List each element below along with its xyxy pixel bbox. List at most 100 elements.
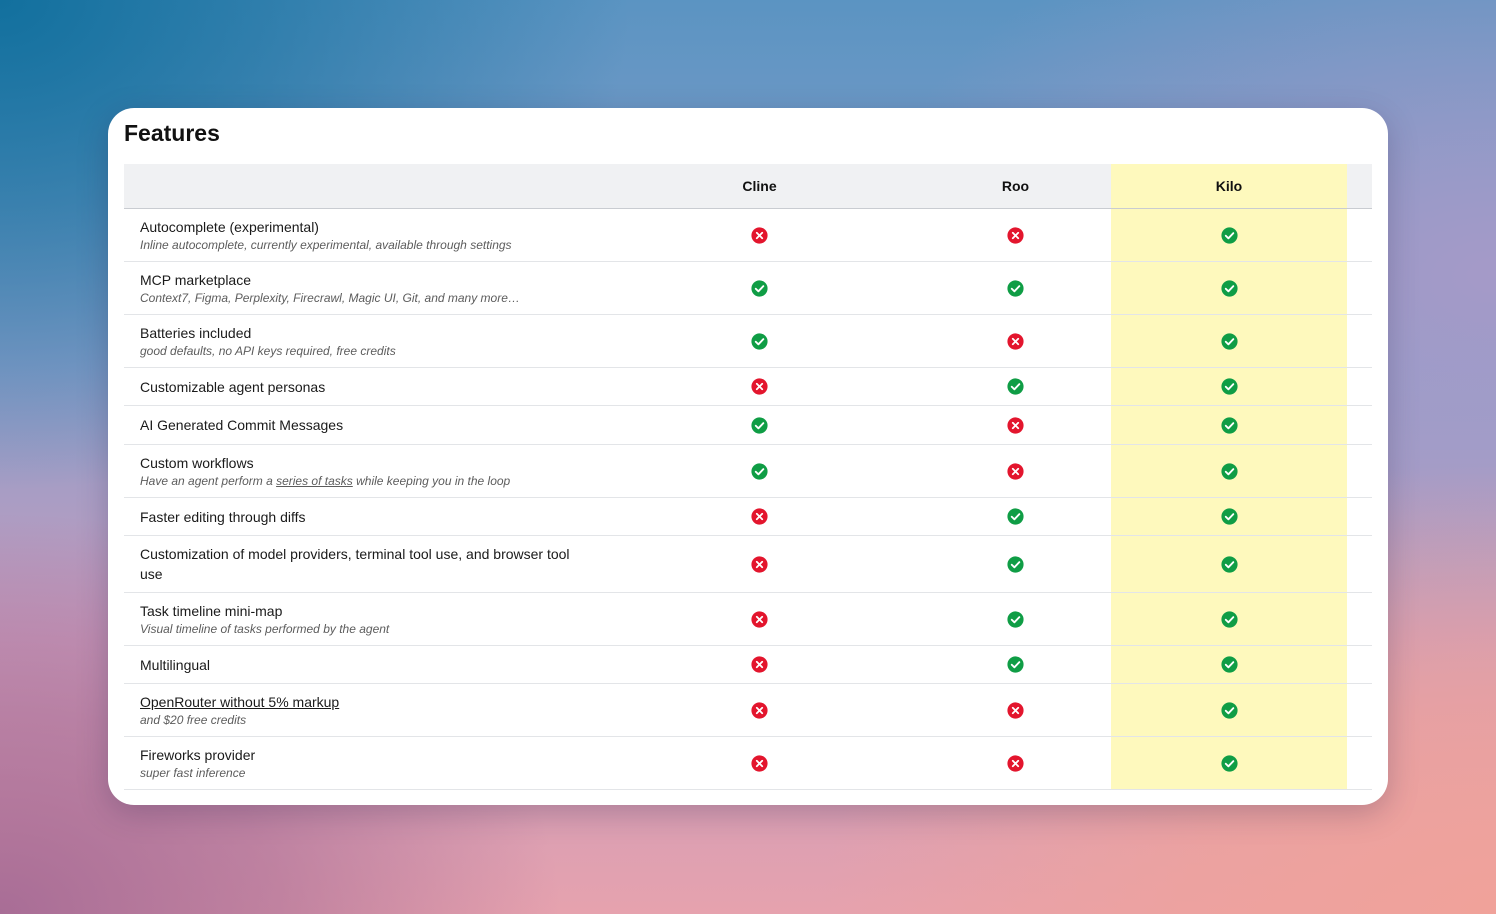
check-icon	[1220, 416, 1238, 434]
cross-icon	[1007, 754, 1024, 772]
feature-name: AI Generated Commit Messages	[140, 417, 344, 433]
status-cell-cline	[599, 737, 920, 789]
table-header-row: Cline Roo Kilo	[124, 164, 1372, 209]
status-cell-roo	[920, 368, 1111, 405]
table-row: Faster editing through diffs	[124, 498, 1372, 536]
status-cell-kilo	[1111, 406, 1347, 444]
table-row: Batteries included good defaults, no API…	[124, 315, 1372, 368]
status-cell-kilo	[1111, 536, 1347, 592]
feature-name: Multilingual	[140, 656, 211, 673]
feature-column-header	[124, 164, 599, 208]
column-header-cline: Cline	[599, 164, 920, 208]
cross-icon	[751, 656, 768, 673]
feature-name: Task timeline mini-map	[140, 603, 283, 619]
column-header-roo: Roo	[920, 164, 1111, 208]
cross-icon	[751, 226, 768, 244]
check-icon	[751, 416, 768, 434]
status-cell-kilo	[1111, 646, 1347, 683]
check-icon	[1220, 462, 1238, 480]
feature-name: Faster editing through diffs	[140, 508, 306, 525]
cross-icon	[751, 754, 768, 772]
status-cell-cline	[599, 315, 920, 367]
table-row: Task timeline mini-map Visual timeline o…	[124, 593, 1372, 646]
check-icon	[1220, 610, 1238, 628]
table-row: Custom workflows Have an agent perform a…	[124, 445, 1372, 498]
status-cell-cline	[599, 536, 920, 592]
check-icon	[1007, 378, 1024, 395]
feature-name: Customizable agent personas	[140, 378, 326, 395]
feature-name: Customization of model providers, termin…	[140, 546, 570, 582]
series-of-tasks-link[interactable]: series of tasks	[276, 474, 353, 488]
feature-name: MCP marketplace	[140, 272, 252, 288]
status-cell-roo	[920, 684, 1111, 736]
check-icon	[1220, 226, 1238, 244]
cross-icon	[751, 378, 768, 395]
status-cell-cline	[599, 593, 920, 645]
check-icon	[1007, 555, 1024, 573]
status-cell-cline	[599, 445, 920, 497]
check-icon	[1220, 656, 1238, 673]
cross-icon	[751, 701, 768, 719]
table-row: AI Generated Commit Messages	[124, 406, 1372, 445]
feature-cell: Batteries included good defaults, no API…	[124, 315, 599, 367]
status-cell-kilo	[1111, 498, 1347, 535]
feature-cell: Faster editing through diffs	[124, 498, 599, 535]
cross-icon	[751, 555, 768, 573]
feature-description: Visual timeline of tasks performed by th…	[140, 622, 390, 636]
feature-name: Fireworks provider	[140, 747, 256, 763]
status-cell-roo	[920, 209, 1111, 261]
check-icon	[1220, 701, 1238, 719]
cross-icon	[1007, 332, 1024, 350]
status-cell-kilo	[1111, 445, 1347, 497]
status-cell-roo	[920, 406, 1111, 444]
check-icon	[751, 462, 768, 480]
check-icon	[1007, 610, 1024, 628]
cross-icon	[751, 610, 768, 628]
status-cell-cline	[599, 368, 920, 405]
table-row: Autocomplete (experimental) Inline autoc…	[124, 209, 1372, 262]
openrouter-link[interactable]: OpenRouter without 5% markup	[140, 694, 340, 710]
check-icon	[1007, 279, 1024, 297]
status-cell-kilo	[1111, 737, 1347, 789]
feature-description: Context7, Figma, Perplexity, Firecrawl, …	[140, 291, 520, 305]
feature-description: super fast inference	[140, 766, 246, 780]
check-icon	[1220, 754, 1238, 772]
status-cell-roo	[920, 737, 1111, 789]
column-header-label: Cline	[742, 178, 777, 194]
feature-cell: MCP marketplace Context7, Figma, Perplex…	[124, 262, 599, 314]
status-cell-roo	[920, 498, 1111, 535]
status-cell-kilo	[1111, 368, 1347, 405]
feature-cell: Custom workflows Have an agent perform a…	[124, 445, 599, 497]
check-icon	[1220, 378, 1238, 395]
feature-cell: OpenRouter without 5% markup and $20 fre…	[124, 684, 599, 736]
status-cell-cline	[599, 684, 920, 736]
status-cell-kilo	[1111, 262, 1347, 314]
description-text: Have an agent perform a	[140, 474, 277, 488]
check-icon	[1220, 332, 1238, 350]
status-cell-roo	[920, 646, 1111, 683]
check-icon	[1007, 508, 1024, 525]
feature-cell: AI Generated Commit Messages	[124, 406, 599, 444]
column-header-kilo: Kilo	[1111, 164, 1347, 208]
status-cell-roo	[920, 536, 1111, 592]
feature-description: Inline autocomplete, currently experimen…	[140, 238, 512, 252]
check-icon	[1007, 656, 1024, 673]
feature-name: Custom workflows	[140, 455, 254, 471]
page-title: Features	[124, 120, 220, 146]
status-cell-kilo	[1111, 315, 1347, 367]
feature-cell: Customization of model providers, termin…	[124, 536, 599, 592]
status-cell-cline	[599, 209, 920, 261]
check-icon	[1220, 279, 1238, 297]
status-cell-roo	[920, 262, 1111, 314]
feature-cell: Customizable agent personas	[124, 368, 599, 405]
cross-icon	[1007, 701, 1024, 719]
feature-name: Batteries included	[140, 325, 252, 341]
status-cell-cline	[599, 646, 920, 683]
status-cell-cline	[599, 262, 920, 314]
feature-cell: Task timeline mini-map Visual timeline o…	[124, 593, 599, 645]
comparison-table: Cline Roo Kilo Autocomplete (experimenta…	[124, 164, 1372, 790]
cross-icon	[1007, 226, 1024, 244]
status-cell-cline	[599, 498, 920, 535]
table-row: OpenRouter without 5% markup and $20 fre…	[124, 684, 1372, 737]
feature-description: Have an agent perform a series of tasks …	[140, 474, 585, 489]
